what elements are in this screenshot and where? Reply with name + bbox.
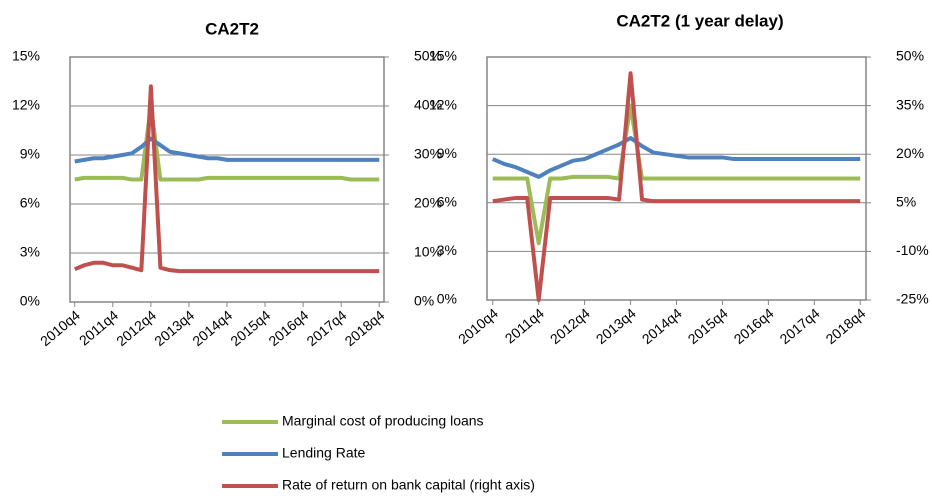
series-line <box>491 136 861 179</box>
series-line <box>492 103 861 246</box>
y2-tick-label: 20% <box>414 195 442 211</box>
x-tick-label: 2011q4 <box>502 305 547 347</box>
x-tick-label: 2015q4 <box>227 307 273 349</box>
y2-tick-label: -10% <box>896 242 929 258</box>
x-tick-label: 2012q4 <box>113 307 159 349</box>
y-tick-label: 9% <box>437 145 457 161</box>
y-tick-label: 3% <box>20 244 40 260</box>
y-tick-label: 15% <box>12 48 40 64</box>
x-tick-label: 2010q4 <box>37 307 83 349</box>
y-tick-label: 6% <box>20 195 40 211</box>
x-tick-label: 2014q4 <box>189 307 235 349</box>
series-line <box>492 71 861 302</box>
y2-tick-label: 5% <box>896 194 916 210</box>
x-tick-label: 2017q4 <box>777 305 823 347</box>
y2-tick-label: 35% <box>896 96 924 112</box>
y2-tick-label: 40% <box>414 97 442 113</box>
y2-tick-label: -25% <box>896 291 929 307</box>
x-tick-label: 2010q4 <box>455 305 501 347</box>
chart-title: CA2T2 <box>205 19 259 38</box>
x-tick-label: 2018q4 <box>341 307 387 349</box>
series-line <box>74 104 380 182</box>
y-tick-label: 9% <box>20 146 40 162</box>
x-tick-label: 2012q4 <box>547 305 593 347</box>
y2-tick-label: 0% <box>414 293 434 309</box>
legend-label: Marginal cost of producing loans <box>282 413 484 429</box>
series-line <box>74 136 380 164</box>
y-tick-label: 0% <box>437 291 457 307</box>
y-tick-label: 12% <box>12 97 40 113</box>
y-tick-label: 3% <box>437 242 457 258</box>
x-tick-label: 2013q4 <box>151 307 197 349</box>
x-tick-label: 2017q4 <box>303 307 349 349</box>
y-tick-label: 6% <box>437 194 457 210</box>
x-tick-label: 2016q4 <box>731 305 777 347</box>
x-tick-label: 2015q4 <box>685 305 731 347</box>
y2-tick-label: 20% <box>896 145 924 161</box>
y-tick-label: 15% <box>429 48 457 64</box>
y2-tick-label: 30% <box>414 146 442 162</box>
x-tick-label: 2013q4 <box>593 305 639 347</box>
x-tick-label: 2014q4 <box>639 305 685 347</box>
y-tick-label: 0% <box>20 293 40 309</box>
y2-tick-label: 50% <box>414 48 442 64</box>
y2-tick-label: 10% <box>414 244 442 260</box>
chart-title: CA2T2 (1 year delay) <box>616 11 783 30</box>
x-tick-label: 2018q4 <box>822 305 868 347</box>
legend-label: Rate of return on bank capital (right ax… <box>282 477 535 493</box>
y-tick-label: 12% <box>429 96 457 112</box>
x-tick-label: 2011q4 <box>76 307 121 349</box>
series-line <box>73 84 380 274</box>
x-tick-label: 2016q4 <box>265 307 311 349</box>
legend-label: Lending Rate <box>282 445 366 461</box>
y2-tick-label: 50% <box>896 48 924 64</box>
